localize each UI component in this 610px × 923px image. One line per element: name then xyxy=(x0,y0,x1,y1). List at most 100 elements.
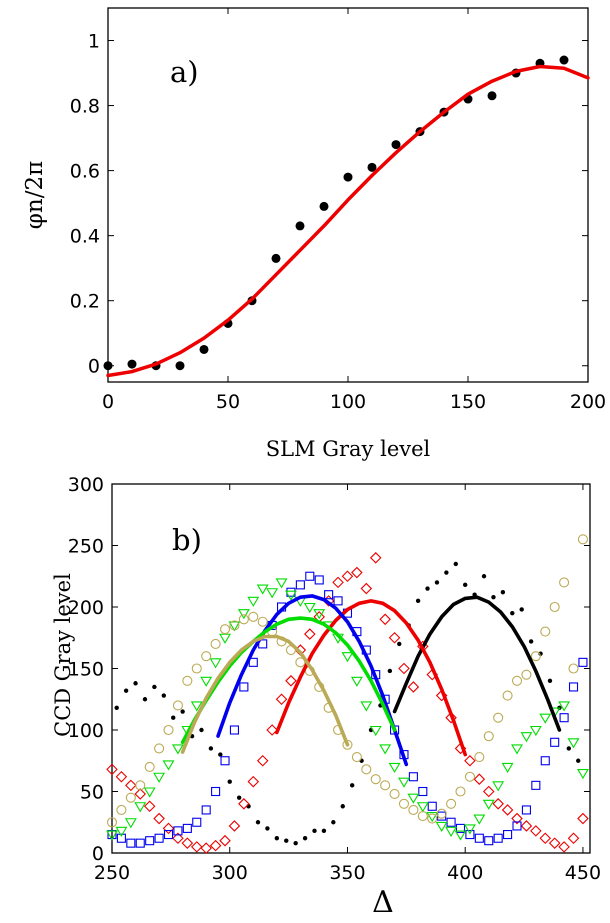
panel-b-point-triangle-down xyxy=(341,652,354,663)
panel-b-point-dot xyxy=(236,795,242,800)
panel-b-point-square xyxy=(418,786,428,797)
panel-b-point-circle xyxy=(493,712,504,723)
panel-b-point-dot xyxy=(349,783,355,788)
panel-b-point-dot xyxy=(114,705,119,711)
panel-b-point-diamond xyxy=(285,675,297,687)
panel-a-xtick-label: 200 xyxy=(570,391,606,413)
panel-b-ytick-label: 300 xyxy=(68,474,104,496)
panel-a-point-dot xyxy=(199,344,209,354)
panel-b-point-triangle-down xyxy=(539,713,552,724)
panel-a-label: a) xyxy=(170,55,199,89)
panel-b-point-triangle-down xyxy=(426,812,439,823)
panel-a-ylabel: φn/2π xyxy=(22,161,48,229)
panel-b-point-diamond xyxy=(548,837,561,849)
panel-b-point-square xyxy=(211,786,221,797)
panel-a-point-dot xyxy=(319,201,329,211)
panel-b-point-diamond xyxy=(407,681,420,693)
panel-b-point-dot xyxy=(510,610,515,616)
panel-b-point-dot xyxy=(171,715,176,720)
panel-b-point-dot xyxy=(500,590,506,595)
panel-b-point-triangle-down xyxy=(153,772,166,783)
panel-b-point-square xyxy=(465,829,475,840)
panel-b-point-square xyxy=(201,805,211,815)
panel-b-xtick-label: 450 xyxy=(565,862,601,884)
panel-b-point-diamond xyxy=(351,566,363,579)
panel-b-point-circle xyxy=(295,657,306,668)
panel-b-point-square xyxy=(559,713,569,723)
panel-b-point-triangle-down xyxy=(143,787,156,798)
panel-b-point-circle xyxy=(464,771,475,782)
panel-b-point-dot xyxy=(538,651,543,656)
panel-b-point-triangle-down xyxy=(162,760,175,771)
panel-b-point-triangle-down xyxy=(482,799,495,810)
panel-b-ytick-label: 250 xyxy=(68,536,104,558)
panel-b-point-dot xyxy=(434,580,440,585)
panel-b-point-triangle-down xyxy=(398,777,410,788)
panel-b-point-square xyxy=(182,823,192,833)
panel-b-point-triangle-down xyxy=(529,725,542,737)
panel-b-point-dot xyxy=(312,828,317,834)
panel-b-point-triangle-down xyxy=(106,830,118,841)
panel-b-point-dot xyxy=(161,693,167,698)
panel-b-point-square xyxy=(314,575,324,585)
panel-a-point-dot xyxy=(103,361,113,371)
panel-b-point-triangle-down xyxy=(520,732,533,743)
panel-b-point-square xyxy=(116,833,126,843)
panel-b-point-dot xyxy=(528,639,534,644)
panel-b-point-circle xyxy=(229,620,240,631)
panel-a-xtick-label: 150 xyxy=(450,391,486,413)
panel-b-xtick-label: 350 xyxy=(329,862,365,884)
panel-b-point-circle xyxy=(125,792,136,803)
panel-b-point-circle xyxy=(559,577,570,588)
panel-b-point-triangle-down xyxy=(200,676,213,687)
panel-b-point-diamond xyxy=(341,570,354,583)
panel-b-point-diamond xyxy=(238,798,250,810)
panel-b-point-circle xyxy=(144,761,155,772)
panel-b-point-dot xyxy=(293,840,298,846)
panel-b-xtick-label: 300 xyxy=(212,862,248,884)
panel-a-series xyxy=(103,55,590,378)
panel-b-point-circle xyxy=(361,764,372,775)
panel-a: 0 50 100 150 200 0 0.2 0.4 0.6 0.8 1 a) SLM Gray l… xyxy=(22,7,606,461)
panel-b-point-dot xyxy=(284,838,289,843)
panel-b-point-square xyxy=(455,823,466,833)
panel-b-point-triangle-down xyxy=(209,658,222,669)
panel-b-point-dot xyxy=(152,684,157,690)
panel-b-fit-line xyxy=(216,594,409,767)
panel-b-point-triangle-down xyxy=(171,744,184,755)
panel-b-point-dot xyxy=(321,828,327,834)
panel-b-point-triangle-down xyxy=(134,802,147,813)
panel-a-point-dot xyxy=(175,361,185,371)
panel-b-series xyxy=(106,534,589,854)
panel-b-point-diamond xyxy=(530,825,542,837)
panel-b-point-triangle-down xyxy=(511,744,523,755)
panel-b-point-diamond xyxy=(511,812,523,825)
panel-b-point-dot xyxy=(340,804,345,809)
panel-b-point-square xyxy=(578,657,588,667)
panel-b-point-triangle-down xyxy=(492,781,505,792)
panel-a-ytick-label: 0.4 xyxy=(70,226,100,248)
panel-b-point-dot xyxy=(425,586,430,591)
panel-b-fit-line xyxy=(180,616,397,745)
panel-b-point-diamond xyxy=(200,842,212,854)
panel-b-point-square xyxy=(493,833,503,843)
panel-b-point-square xyxy=(408,772,418,782)
panel-b-point-dot xyxy=(142,697,148,702)
panel-a-ytick-label: 0 xyxy=(88,356,100,378)
panel-b-point-triangle-down xyxy=(445,826,458,837)
panel-b-point-diamond xyxy=(247,775,260,788)
panel-b-point-diamond xyxy=(332,576,344,589)
panel-b-point-circle xyxy=(135,780,146,791)
panel-b-point-circle xyxy=(210,638,221,649)
panel-b-point-diamond xyxy=(228,820,241,832)
panel-b-point-circle xyxy=(530,651,541,662)
panel-b-point-square xyxy=(154,833,164,843)
panel-b-point-dot xyxy=(218,752,223,757)
panel-b-point-triangle-down xyxy=(360,701,373,712)
panel-b-point-triangle-down xyxy=(501,762,514,773)
panel-b-point-square xyxy=(446,817,456,827)
panel-b-point-triangle-down xyxy=(303,602,316,614)
panel-b-point-diamond xyxy=(275,693,288,706)
panel-b-point-circle xyxy=(380,780,391,791)
